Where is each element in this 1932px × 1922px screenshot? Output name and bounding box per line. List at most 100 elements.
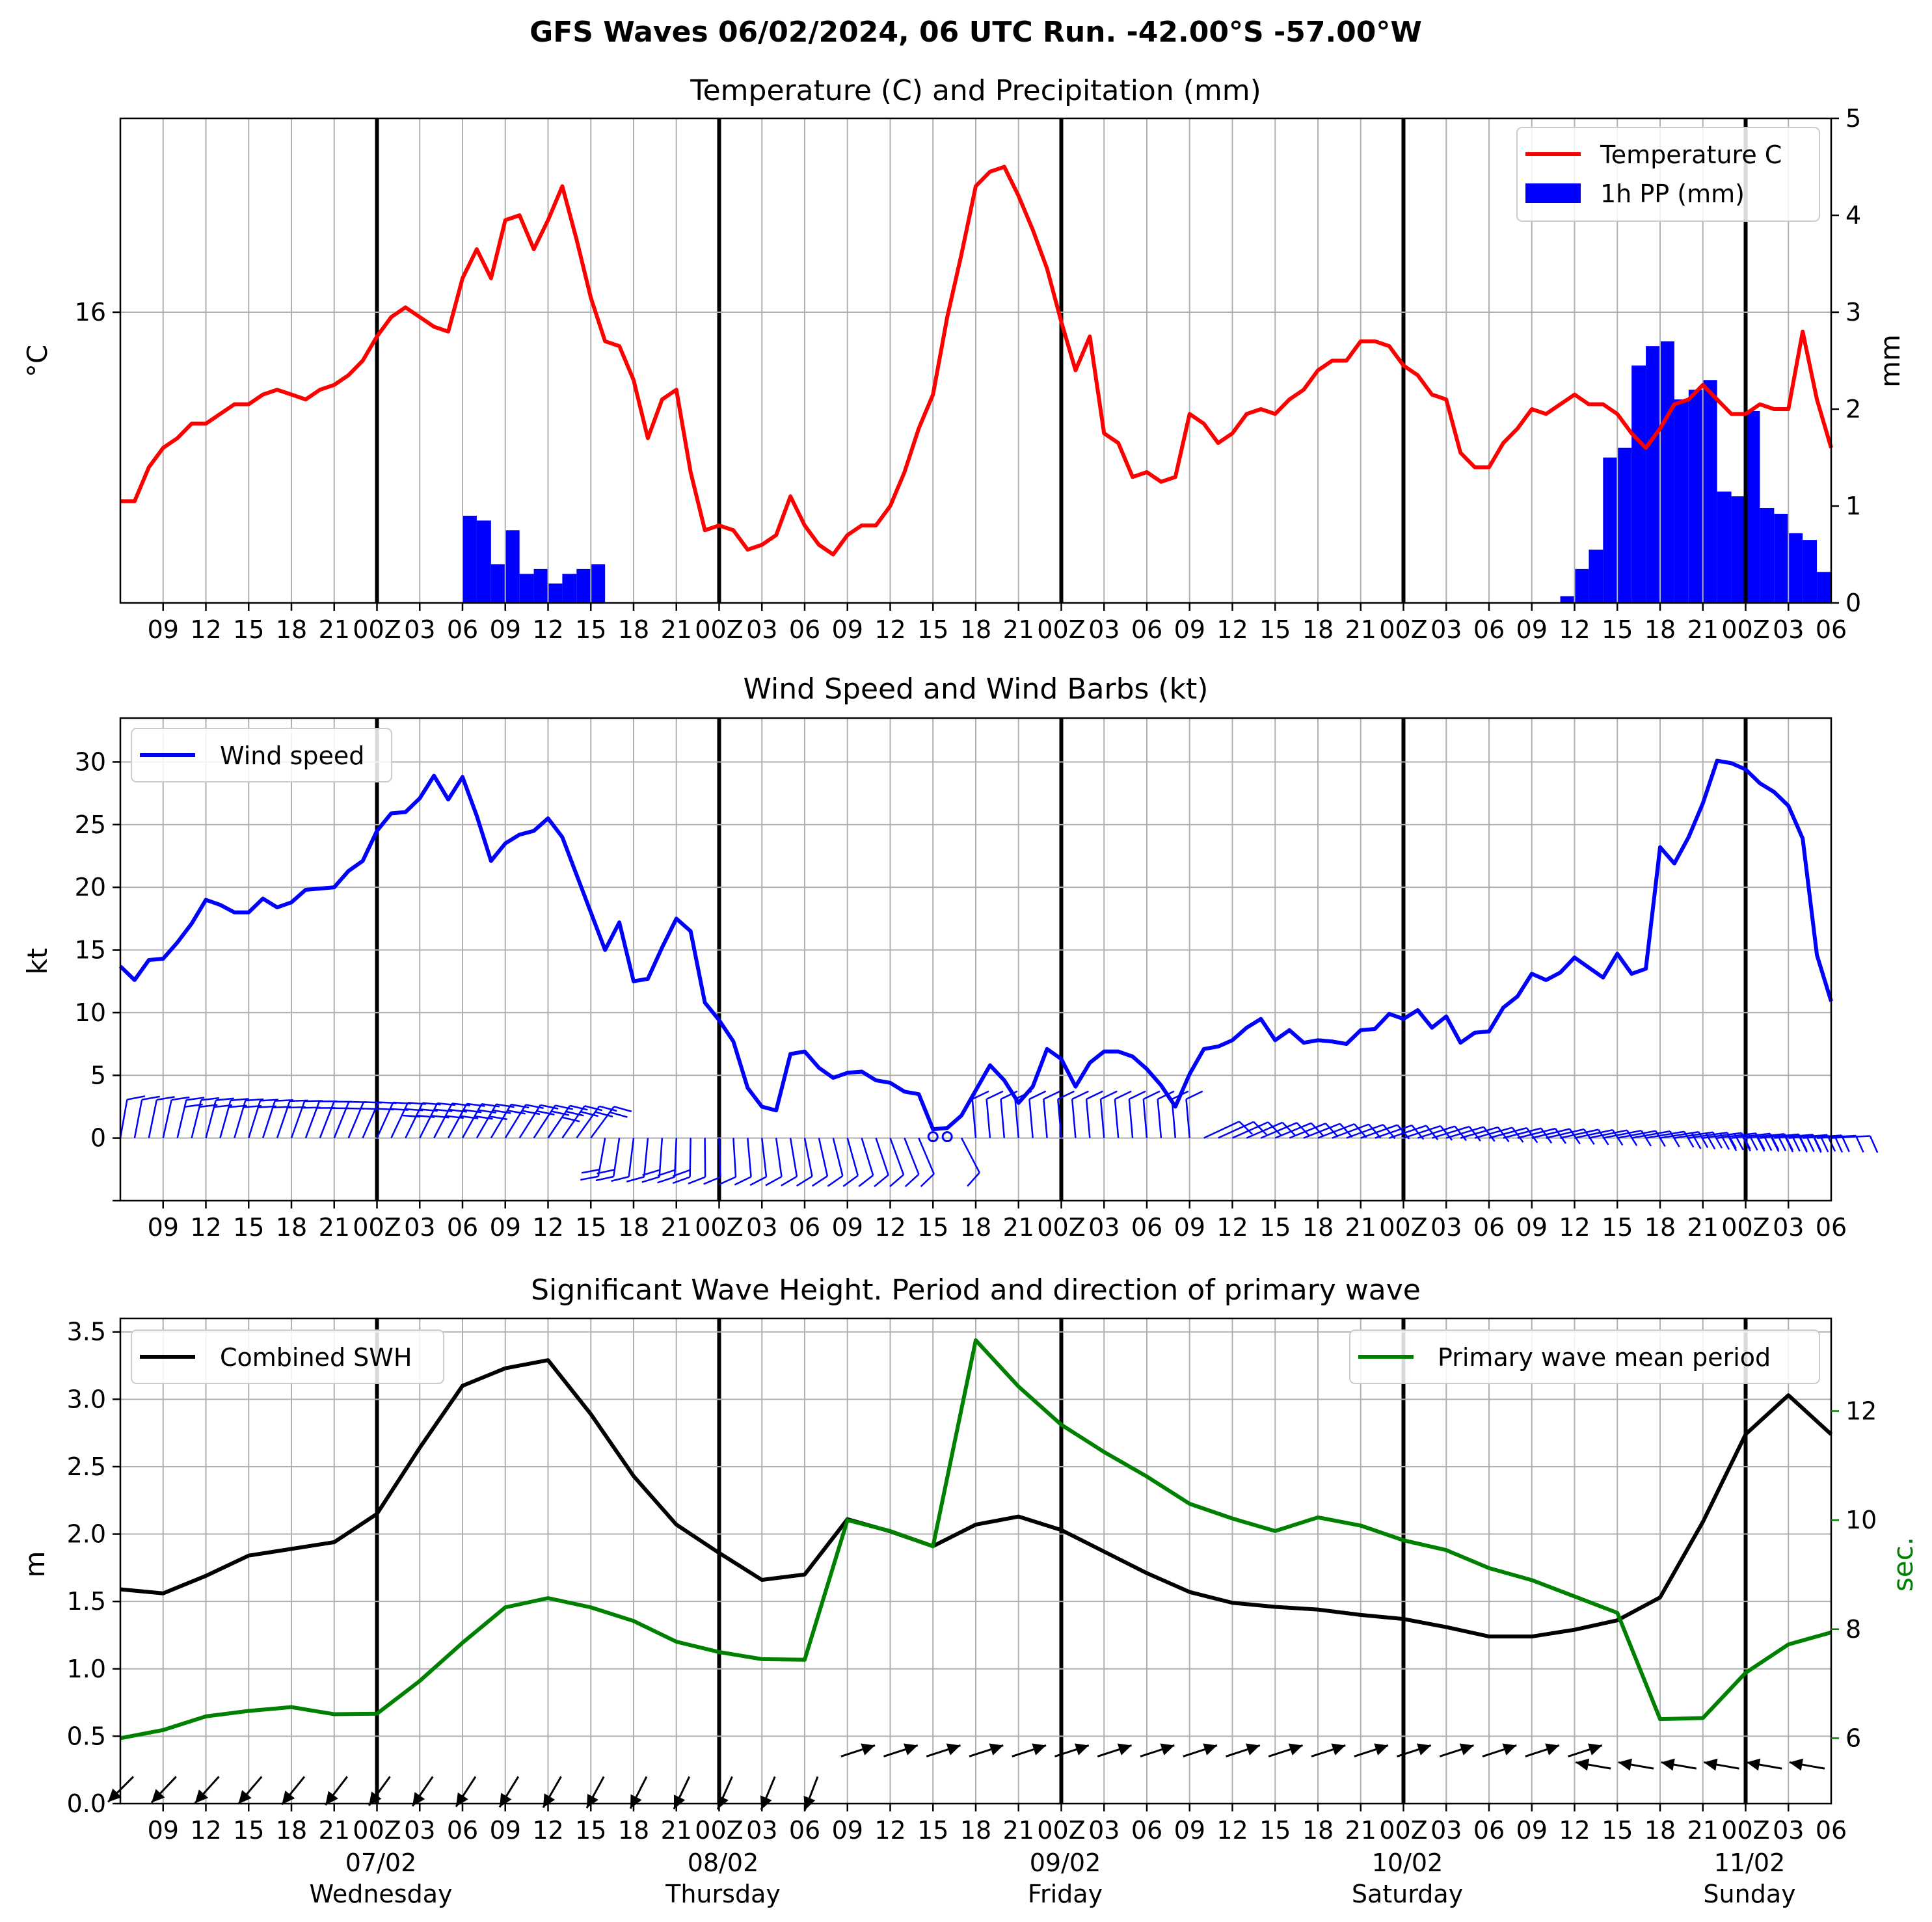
weekday-label: Wednesday (309, 1880, 452, 1908)
x-tick-label: 18 (1644, 615, 1676, 644)
wind-barb-flag (580, 1111, 598, 1117)
wind-barb-flag (796, 1175, 813, 1187)
wind-barb-flag (734, 1176, 752, 1186)
wind-barb-flag (672, 1176, 691, 1184)
x-tick-label: 21 (1345, 1213, 1376, 1242)
y-axis-label-kt: kt (21, 948, 53, 975)
wave-direction-arrowhead (1576, 1758, 1590, 1771)
wind-barb-flag (416, 1114, 435, 1118)
wind-barb-flag (1100, 1090, 1118, 1100)
wind-barb-flag (156, 1096, 175, 1101)
wave-direction-arrowhead (238, 1790, 252, 1804)
wind-barb (1503, 1127, 1542, 1139)
wind-barb (119, 1099, 128, 1138)
wind-barb (689, 1138, 691, 1177)
wind-barb-flag (967, 1172, 980, 1187)
wind-barb (1203, 1121, 1240, 1139)
x-tick-label: 00Z (1379, 615, 1427, 644)
wind-barb-flag (1741, 1134, 1751, 1152)
x-tick-label: 12 (190, 615, 221, 644)
wind-barb (1246, 1121, 1283, 1139)
wind-barb-flag (141, 1095, 160, 1101)
y-tick-label: 0.5 (67, 1722, 106, 1750)
y-tick-label-right: 1 (1845, 492, 1861, 520)
wind-barb-flag (460, 1115, 479, 1119)
wind-barb (789, 1138, 798, 1177)
x-tick-label: 09 (1174, 615, 1205, 644)
x-tick-label: 06 (789, 1213, 820, 1242)
wind-barb (162, 1099, 172, 1138)
wave-direction-arrowhead (904, 1743, 918, 1755)
x-tick-label: 15 (1259, 1213, 1291, 1242)
wind-barb (904, 1138, 920, 1175)
panel-title-wave: Significant Wave Height. Period and dire… (531, 1274, 1421, 1307)
legend-label-wind: Wind speed (220, 741, 364, 770)
wind-barb-flag (1368, 1123, 1382, 1139)
wind-barb (1332, 1123, 1369, 1139)
wind-barb-flag (569, 1104, 588, 1111)
y-tick-label-right: 10 (1845, 1506, 1877, 1534)
x-tick-label: 21 (661, 1816, 692, 1845)
legend-label-temperature: Temperature C (1600, 140, 1782, 169)
wind-barb-flag (1057, 1090, 1075, 1100)
precip-bar (1560, 596, 1575, 603)
precip-bar (533, 568, 548, 603)
y-tick-label-right: 12 (1845, 1396, 1877, 1425)
precip-bar (476, 520, 491, 603)
wind-barb-flag (536, 1110, 555, 1115)
wave-direction-arrowhead (1661, 1758, 1675, 1771)
wind-barb-flag (1798, 1135, 1808, 1153)
wind-barb-flag (1185, 1090, 1203, 1100)
wind-panel: Wind Speed and Wind Barbs (kt) 09 12 15 18 2… (21, 673, 1879, 1242)
grid (120, 718, 1831, 1201)
y-tick-label: 20 (75, 873, 106, 901)
precip-bar (1774, 513, 1789, 603)
wind-barb (643, 1138, 649, 1177)
wave-direction-arrowhead (1203, 1743, 1218, 1755)
legend-temperature: Temperature C 1h PP (mm) (1516, 127, 1820, 222)
wind-barb (846, 1138, 859, 1176)
precip-bar (1574, 568, 1589, 603)
wind-barb-calm (927, 1131, 939, 1143)
wind-barb-flag (215, 1097, 234, 1101)
x-tick-label: 09 (1516, 1816, 1548, 1845)
precip-bar (1617, 447, 1632, 603)
wind-barb-flag (657, 1176, 675, 1184)
wind-barb (1574, 1128, 1613, 1139)
legend-wind: Wind speed (131, 728, 392, 782)
precip-bar (1688, 390, 1703, 603)
wind-barb (1218, 1121, 1254, 1139)
legend-label-swh: Combined SWH (220, 1343, 412, 1372)
wind-barb-flag (481, 1103, 500, 1108)
x-tick-label: 21 (1003, 1213, 1034, 1242)
wind-barb-flag (171, 1096, 190, 1101)
wind-barb (1603, 1129, 1642, 1139)
x-tick-label: 18 (618, 1213, 649, 1242)
x-tick-label: 06 (1816, 1213, 1847, 1242)
x-tick-label: 12 (1559, 1816, 1590, 1845)
wind-barb-flag (1086, 1090, 1103, 1100)
x-tick-label: 06 (1816, 615, 1847, 644)
precip-bar (1603, 457, 1618, 603)
legend-period: Primary wave mean period (1349, 1329, 1820, 1384)
x-tick-label: 15 (917, 1816, 948, 1845)
wind-barb (861, 1138, 874, 1176)
wave-direction-arrowhead (1789, 1758, 1804, 1771)
precip-bar (1660, 341, 1674, 603)
x-tick-label: 15 (575, 1816, 606, 1845)
wind-barb (1360, 1124, 1398, 1139)
legend-swh: Combined SWH (131, 1329, 444, 1384)
y-tick-label: 0.0 (67, 1789, 106, 1818)
wave-direction-arrowhead (1588, 1743, 1602, 1755)
wind-barb (1375, 1124, 1412, 1139)
x-tick-label: 06 (1816, 1816, 1847, 1845)
wind-barb (1517, 1127, 1556, 1139)
x-tick-label: 00Z (353, 1213, 401, 1242)
wind-barb-flag (986, 1090, 1004, 1100)
x-tick-label: 09 (148, 615, 179, 644)
wind-barb (1289, 1123, 1326, 1139)
wave-direction-arrowhead (989, 1743, 1004, 1755)
wind-barb-flag (1296, 1122, 1310, 1137)
wind-barb-flag (610, 1111, 628, 1118)
x-tick-label: 15 (233, 1213, 264, 1242)
